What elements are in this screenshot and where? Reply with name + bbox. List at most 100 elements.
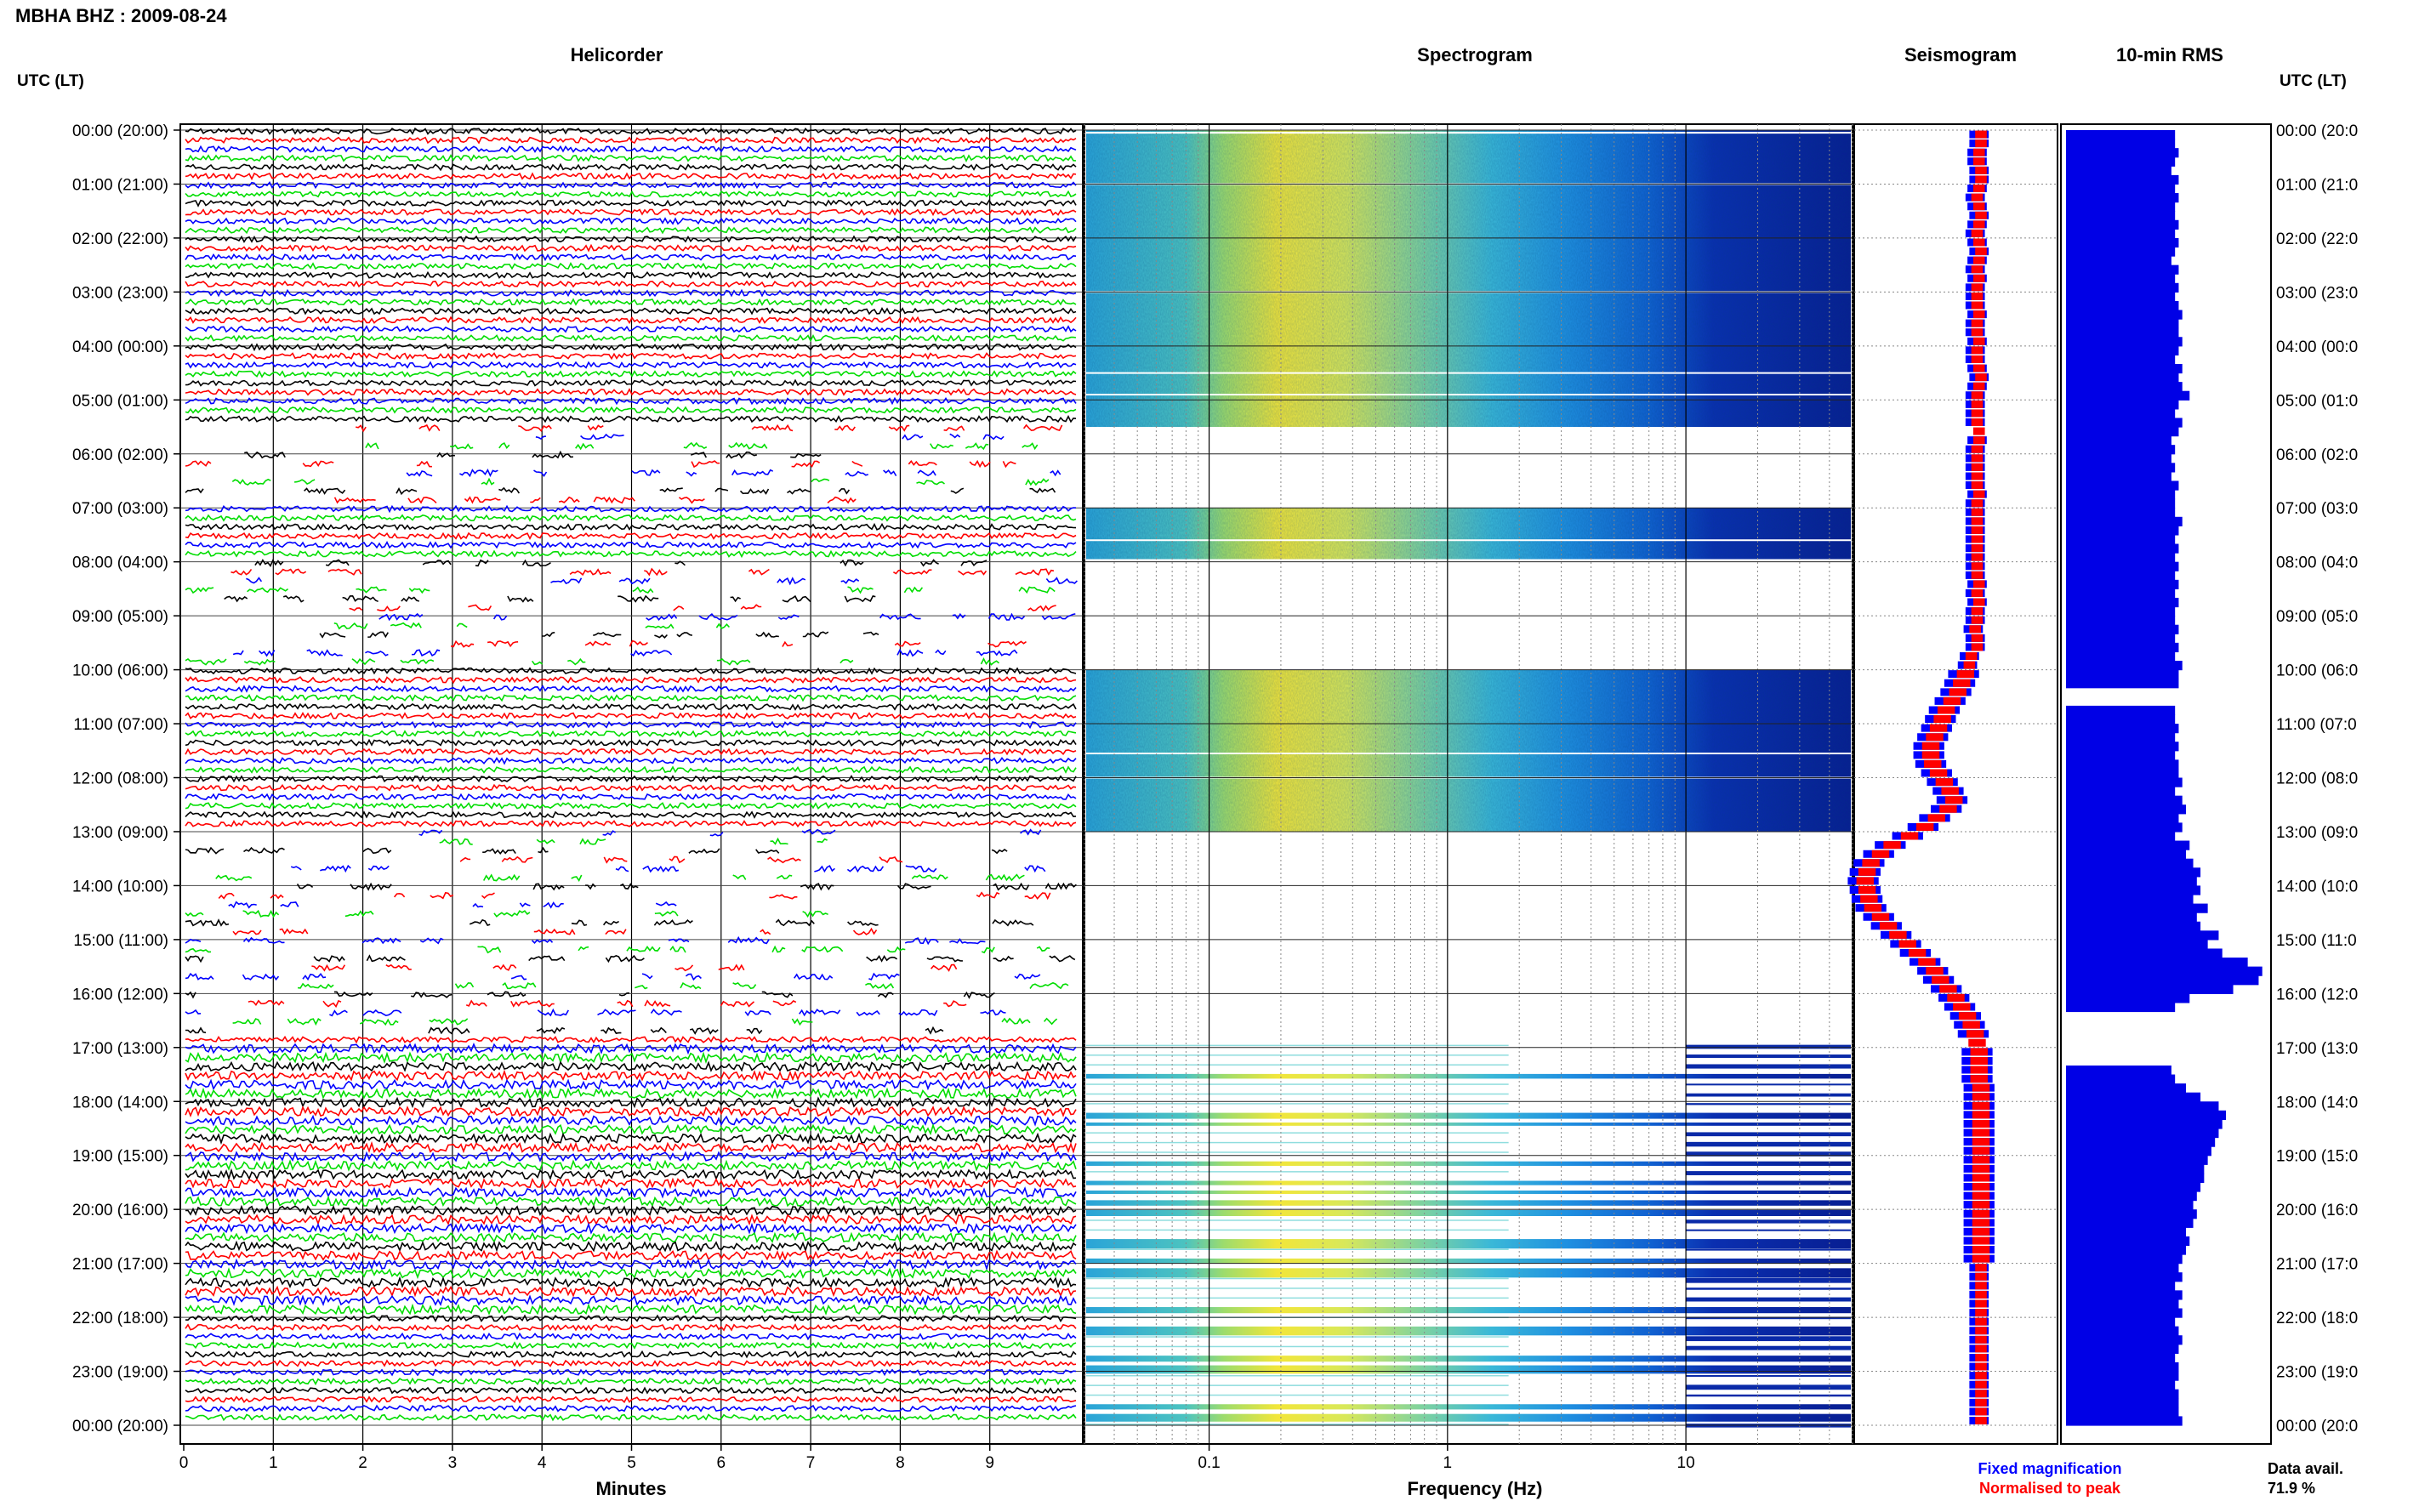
minute-tick-label: 2 bbox=[358, 1454, 367, 1472]
time-tick-label: 09:00 (05:00) bbox=[72, 608, 168, 626]
helicorder-trace bbox=[185, 1214, 1077, 1226]
rms-bar bbox=[2066, 174, 2179, 185]
minute-tick-label: 1 bbox=[269, 1454, 278, 1472]
helicorder-trace-fragment bbox=[185, 586, 1056, 594]
helicorder-trace bbox=[185, 343, 1077, 352]
spectrogram-stripe-partial bbox=[1086, 1054, 1509, 1056]
helicorder-trace bbox=[185, 1267, 1077, 1280]
helicorder-trace-fragment bbox=[215, 873, 1025, 883]
helicorder-trace-fragment bbox=[224, 594, 876, 603]
helicorder-trace bbox=[185, 334, 1077, 343]
rms-bar bbox=[2066, 1272, 2183, 1282]
rms-bar bbox=[2066, 400, 2179, 410]
helicorder-trace bbox=[185, 1285, 1077, 1298]
helicorder-trace-fragment bbox=[246, 577, 1078, 586]
spectrogram-stripe bbox=[1086, 1209, 1851, 1216]
helicorder-trace bbox=[185, 288, 1077, 298]
rms-bar bbox=[2066, 292, 2176, 302]
data-availability-value: 71.9 % bbox=[2268, 1480, 2315, 1497]
rms-bar bbox=[2066, 642, 2179, 653]
rms-bar bbox=[2066, 588, 2176, 599]
time-tick-label-right: 08:00 (04:0 bbox=[2276, 554, 2358, 572]
helicorder-trace-fragment bbox=[218, 891, 1051, 901]
rms-bar bbox=[2066, 742, 2179, 752]
spectrogram-stripe-partial bbox=[1686, 1132, 1851, 1137]
spectrogram-stripe-partial bbox=[1086, 1083, 1509, 1085]
helicorder-trace bbox=[185, 711, 1077, 720]
helicorder-trace bbox=[185, 1222, 1077, 1236]
helicorder-trace bbox=[185, 1078, 1077, 1091]
rms-bar bbox=[2066, 1371, 2179, 1381]
helicorder-trace bbox=[185, 370, 1077, 378]
rms-bar bbox=[2066, 382, 2183, 392]
time-tick-label-right: 22:00 (18:0 bbox=[2276, 1310, 2358, 1327]
helicorder-trace bbox=[185, 1195, 1077, 1208]
helicorder-trace-fragment bbox=[319, 631, 879, 639]
rms-bar bbox=[2066, 1173, 2205, 1184]
helicorder-panel bbox=[179, 123, 1084, 1445]
time-tick-label: 18:00 (14:00) bbox=[72, 1094, 168, 1111]
helicorder-trace bbox=[185, 514, 1077, 522]
time-tick-label: 08:00 (04:00) bbox=[72, 554, 168, 572]
spectrogram-stripe bbox=[1086, 1122, 1851, 1126]
helicorder-trace bbox=[185, 1323, 1077, 1332]
helicorder-trace-fragment bbox=[356, 423, 1063, 433]
helicorder-trace bbox=[185, 190, 1077, 198]
helicorder-trace-fragment bbox=[254, 558, 988, 567]
helicorder-trace bbox=[185, 1395, 1077, 1404]
helicorder-trace bbox=[185, 307, 1077, 315]
spectrogram-stripe-partial bbox=[1086, 1424, 1509, 1425]
helicorder-trace bbox=[185, 253, 1077, 262]
rms-bar bbox=[2066, 166, 2171, 176]
spectrogram-stripe-partial bbox=[1086, 1103, 1509, 1105]
time-tick-label: 02:00 (22:00) bbox=[72, 230, 168, 248]
rms-bar bbox=[2066, 1164, 2205, 1174]
rms-bar bbox=[2066, 1182, 2201, 1192]
helicorder-trace bbox=[185, 352, 1077, 361]
time-tick-label: 00:00 (20:00) bbox=[72, 122, 168, 140]
helicorder-trace bbox=[185, 783, 1077, 792]
utc-label-right: UTC (LT) bbox=[2280, 72, 2347, 90]
rms-bar bbox=[2066, 310, 2183, 320]
helicorder-trace-fragment bbox=[185, 846, 1008, 855]
spectrogram-stripe-partial bbox=[1686, 1384, 1851, 1390]
rms-bar bbox=[2066, 1065, 2171, 1076]
spectrogram-stripe-partial bbox=[1686, 1287, 1851, 1290]
rms-bar bbox=[2066, 300, 2179, 311]
helicorder-trace bbox=[185, 1060, 1077, 1073]
helicorder-trace-fragment bbox=[232, 927, 878, 936]
helicorder-trace bbox=[185, 702, 1077, 711]
rms-bar bbox=[2066, 930, 2219, 941]
helicorder-trace bbox=[185, 280, 1077, 288]
time-tick-label-right: 21:00 (17:0 bbox=[2276, 1256, 2358, 1274]
spectrogram-stripe-partial bbox=[1686, 1141, 1851, 1147]
rms-bar bbox=[2066, 787, 2176, 797]
helicorder-trace-fragment bbox=[248, 999, 967, 1009]
rms-bar bbox=[2066, 1083, 2186, 1094]
rms-bar bbox=[2066, 714, 2176, 725]
helicorder-trace bbox=[185, 136, 1077, 145]
rms-bar bbox=[2066, 408, 2176, 419]
helicorder-trace bbox=[185, 1168, 1077, 1181]
helicorder-trace-fragment bbox=[333, 622, 730, 630]
rms-bar bbox=[2066, 148, 2179, 158]
helicorder-trace bbox=[185, 810, 1077, 819]
spectrogram-stripe-partial bbox=[1686, 1374, 1851, 1377]
time-tick-label: 03:00 (23:00) bbox=[72, 284, 168, 302]
helicorder-trace-fragment bbox=[535, 433, 1005, 441]
spectrogram-stripe bbox=[1086, 1268, 1851, 1278]
rms-bar bbox=[2066, 445, 2176, 455]
seismogram-title: Seismogram bbox=[1904, 44, 2017, 65]
rms-bar bbox=[2066, 813, 2179, 823]
rms-bar bbox=[2066, 1245, 2186, 1255]
helicorder-trace-fragment bbox=[365, 441, 1039, 451]
rms-bar bbox=[2066, 624, 2179, 634]
helicorder-trace bbox=[185, 127, 1077, 135]
helicorder-trace bbox=[185, 1332, 1077, 1341]
helicorder-trace bbox=[185, 1341, 1077, 1350]
helicorder-trace bbox=[185, 1043, 1077, 1055]
spectrogram-stripe bbox=[1086, 1200, 1851, 1206]
spectrogram-stripe-partial bbox=[1086, 1394, 1509, 1396]
helicorder-trace bbox=[185, 685, 1077, 693]
